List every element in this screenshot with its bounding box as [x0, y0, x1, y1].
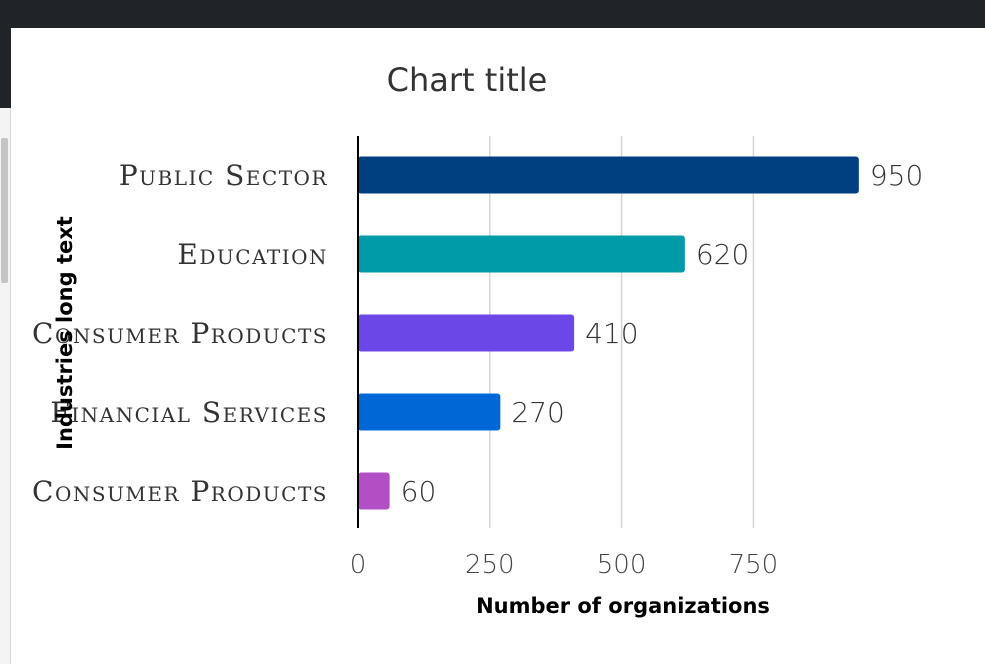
value-label: 620 — [696, 238, 749, 271]
value-label: 60 — [401, 475, 437, 508]
chart-panel: Public Sector Education Consumer Products F… — [11, 28, 985, 664]
window-top-bar — [0, 0, 985, 28]
value-label: 270 — [511, 396, 564, 429]
bar — [358, 314, 575, 352]
x-tick-label: 500 — [597, 550, 647, 580]
y-axis-title: Industries long text — [53, 216, 77, 450]
x-axis-title: Number of organizations — [476, 594, 770, 618]
x-tick-labels: 0 250 500 750 — [350, 550, 778, 580]
chart-title: Chart title — [387, 61, 548, 99]
x-tick-label: 0 — [350, 550, 367, 580]
category-label: Financial Services — [50, 396, 328, 429]
value-labels: 950 620 410 270 60 — [401, 159, 924, 508]
category-label: Public Sector — [119, 159, 328, 192]
category-label: Consumer Products — [32, 317, 328, 350]
category-label: Education — [177, 238, 328, 271]
left-dark-strip — [0, 28, 11, 108]
x-tick-label: 750 — [729, 550, 779, 580]
scrollbar-thumb[interactable] — [1, 138, 8, 283]
x-tick-label: 250 — [465, 550, 515, 580]
bar — [358, 393, 501, 431]
category-label: Consumer Products — [32, 475, 328, 508]
bars — [358, 156, 859, 510]
bar — [358, 472, 390, 510]
bar — [358, 156, 859, 194]
category-labels: Public Sector Education Consumer Products F… — [32, 159, 328, 508]
bar-chart: Public Sector Education Consumer Products F… — [32, 61, 924, 618]
left-panel-edge — [0, 108, 11, 664]
value-label: 410 — [585, 317, 638, 350]
bar — [358, 235, 685, 273]
value-label: 950 — [870, 159, 923, 192]
